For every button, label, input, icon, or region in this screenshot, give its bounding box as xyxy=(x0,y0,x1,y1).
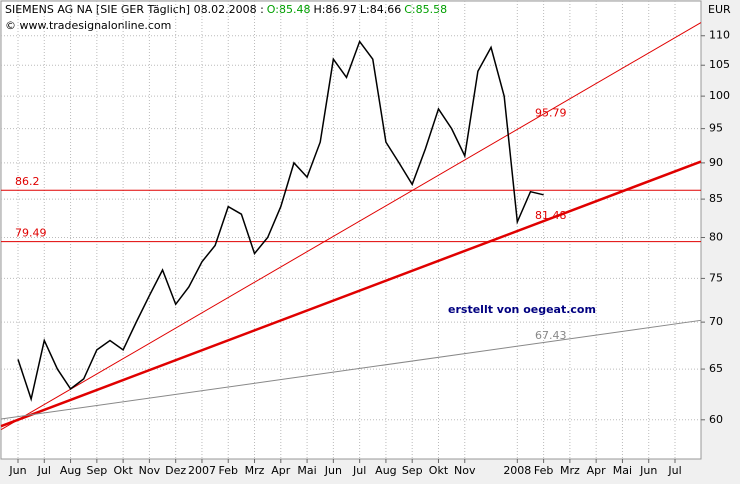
y-tick-label: 105 xyxy=(709,58,730,71)
y-tick-label: 110 xyxy=(709,29,730,42)
y-tick-label: 90 xyxy=(709,156,723,169)
x-tick-label: Feb xyxy=(534,464,553,477)
y-tick-label: 85 xyxy=(709,192,723,205)
trend-line-label: 67.43 xyxy=(535,329,567,342)
x-tick-label: Feb xyxy=(218,464,237,477)
y-tick-label: 70 xyxy=(709,315,723,328)
ohlc: O:85.48 xyxy=(267,3,311,16)
trend-line-label: 95.79 xyxy=(535,106,567,119)
subtitle: © www.tradesignalonline.com xyxy=(5,19,171,32)
x-tick-label: Jul xyxy=(37,464,51,477)
y-unit: EUR xyxy=(708,3,731,16)
ohlc: H:86.97 xyxy=(313,3,356,16)
x-tick-label: Jul xyxy=(352,464,366,477)
x-tick-label: Aug xyxy=(375,464,396,477)
y-tick-label: 65 xyxy=(709,362,723,375)
y-tick-label: 60 xyxy=(709,413,723,426)
price-line xyxy=(17,39,544,402)
horizontal-line-label: 86.2 xyxy=(15,175,40,188)
x-tick-label: Dez xyxy=(165,464,186,477)
y-tick-label: 75 xyxy=(709,271,723,284)
x-tick-label: Jul xyxy=(667,464,681,477)
y-tick-label: 100 xyxy=(709,89,730,102)
x-tick-label: Nov xyxy=(454,464,476,477)
x-tick-label: Nov xyxy=(139,464,161,477)
x-tick-label: 2007 xyxy=(188,464,216,477)
horizontal-line-label: 79.49 xyxy=(15,227,47,240)
y-tick-label: 80 xyxy=(709,231,723,244)
ohlc: C:85.58 xyxy=(404,3,447,16)
x-tick-label: Okt xyxy=(113,464,133,477)
ohlc: L:84.66 xyxy=(360,3,401,16)
x-tick-label: Apr xyxy=(271,464,291,477)
x-tick-label: Aug xyxy=(60,464,81,477)
trend-line xyxy=(0,22,702,431)
x-tick-label: Sep xyxy=(402,464,423,477)
y-tick-label: 95 xyxy=(709,122,723,135)
trend-line xyxy=(0,160,702,428)
x-tick-label: Jun xyxy=(639,464,657,477)
x-tick-label: Sep xyxy=(86,464,107,477)
x-tick-label: Mai xyxy=(297,464,316,477)
trend-line xyxy=(0,319,702,420)
x-tick-label: Mrz xyxy=(245,464,265,477)
x-tick-label: Mrz xyxy=(560,464,580,477)
x-tick-label: Jun xyxy=(8,464,26,477)
x-tick-label: Mai xyxy=(613,464,632,477)
x-tick-label: Apr xyxy=(587,464,607,477)
trend-line-label: 81.48 xyxy=(535,209,567,222)
annotation: erstellt von oegeat.com xyxy=(448,303,596,316)
x-tick-label: Okt xyxy=(429,464,449,477)
title: SIEMENS AG NA [SIE GER Täglich] 08.02.20… xyxy=(5,3,264,16)
x-tick-label: 2008 xyxy=(503,464,531,477)
x-tick-label: Jun xyxy=(324,464,342,477)
chart-title: SIEMENS AG NA [SIE GER Täglich] 08.02.20… xyxy=(5,3,447,16)
